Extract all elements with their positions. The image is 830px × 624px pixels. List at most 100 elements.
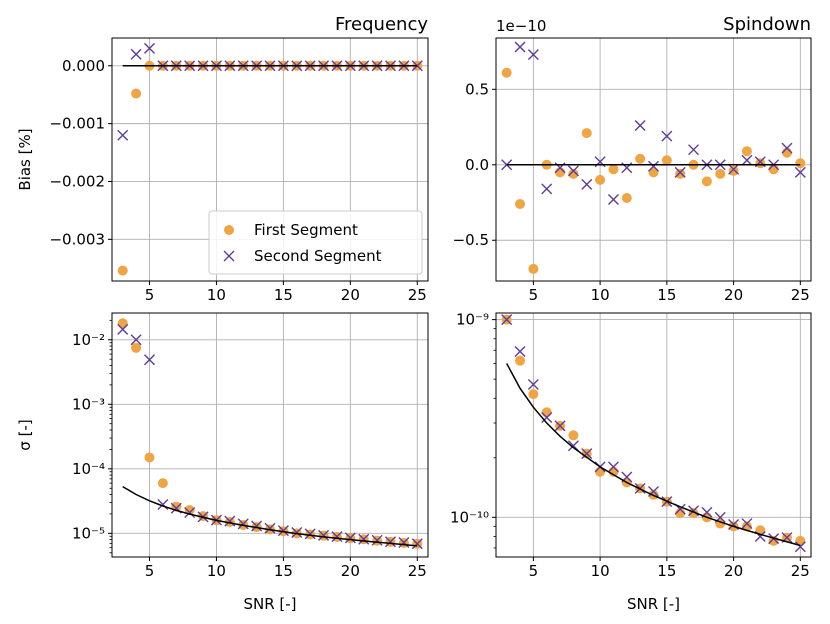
second-segment-point bbox=[527, 378, 539, 390]
x-tick-label: 10 bbox=[591, 562, 610, 580]
x-tick-label: 20 bbox=[341, 562, 360, 580]
second-segment-point bbox=[607, 461, 619, 473]
second-segment-point bbox=[117, 129, 129, 141]
first-segment-point bbox=[131, 342, 142, 353]
x-axis-label: SNR [-] bbox=[627, 595, 680, 613]
second-segment-point bbox=[358, 533, 370, 545]
first-segment-point bbox=[675, 508, 686, 519]
first-segment-point bbox=[501, 67, 512, 78]
first-segment-point bbox=[675, 168, 686, 179]
second-segment-point bbox=[143, 354, 155, 366]
y-tick-label: 0.000 bbox=[62, 57, 105, 75]
x-tick-label: 10 bbox=[207, 562, 226, 580]
second-segment-point bbox=[304, 528, 316, 540]
first-segment-point bbox=[755, 158, 766, 169]
first-segment-point bbox=[117, 265, 128, 276]
second-segment-point bbox=[224, 515, 236, 527]
first-segment-point bbox=[555, 167, 566, 178]
x-tick-label: 25 bbox=[408, 562, 427, 580]
first-segment-point bbox=[528, 389, 539, 400]
first-segment-point bbox=[755, 525, 766, 536]
first-segment-point bbox=[648, 167, 659, 178]
x-tick-label: 15 bbox=[274, 286, 293, 304]
second-segment-point bbox=[514, 41, 526, 53]
second-segment-point bbox=[581, 448, 593, 460]
second-segment-point bbox=[184, 507, 196, 519]
second-segment-point bbox=[607, 194, 619, 205]
y-tick-label: −0.003 bbox=[49, 230, 105, 248]
axes-frame bbox=[111, 312, 429, 558]
second-segment-point bbox=[554, 420, 566, 432]
legend-label: Second Segment bbox=[254, 247, 382, 265]
first-segment-point bbox=[184, 505, 195, 516]
second-segment-point bbox=[501, 159, 513, 171]
x-tick-label: 15 bbox=[657, 562, 676, 580]
first-segment-point bbox=[157, 478, 168, 489]
x-tick-label: 20 bbox=[341, 286, 360, 304]
second-segment-point bbox=[331, 531, 343, 543]
second-segment-point bbox=[648, 160, 659, 172]
y-tick-label: 10⁻² bbox=[72, 331, 105, 349]
second-segment-point bbox=[634, 120, 646, 132]
legend-marker-second bbox=[223, 250, 235, 262]
second-segment-point bbox=[741, 154, 753, 166]
y-tick-label: 10⁻⁹ bbox=[456, 311, 489, 329]
first-segment-point bbox=[541, 407, 552, 418]
first-segment-point bbox=[528, 263, 539, 274]
second-segment-point bbox=[385, 536, 397, 548]
second-segment-point bbox=[291, 527, 303, 539]
first-segment-point bbox=[515, 355, 526, 366]
first-segment-point bbox=[117, 318, 128, 329]
panel-4: 5 10 15 20 25 10⁻¹⁰ 10⁻⁹ SNR [-] bbox=[450, 311, 812, 613]
second-segment-point bbox=[648, 486, 659, 498]
y-tick-label: −0.5 bbox=[453, 231, 489, 249]
axes-frame bbox=[495, 37, 812, 282]
theory-line bbox=[506, 363, 801, 547]
y-tick-label: 10⁻³ bbox=[72, 395, 105, 413]
x-tick-label: 10 bbox=[591, 286, 610, 304]
x-tick-label: 5 bbox=[529, 286, 539, 304]
x-tick-label: 15 bbox=[274, 562, 293, 580]
first-segment-point bbox=[568, 168, 579, 179]
second-segment-point bbox=[318, 529, 330, 541]
x-tick-label: 20 bbox=[724, 562, 743, 580]
legend-box bbox=[208, 210, 423, 275]
first-segment-point bbox=[568, 430, 579, 441]
first-segment-point bbox=[768, 164, 779, 175]
second-segment-point bbox=[567, 440, 579, 452]
first-segment-point bbox=[635, 153, 646, 164]
second-segment-point bbox=[130, 334, 142, 346]
first-segment-point bbox=[741, 146, 752, 157]
y-tick-label: −0.002 bbox=[49, 172, 105, 190]
second-segment-point bbox=[143, 42, 155, 54]
second-segment-point bbox=[688, 144, 700, 156]
first-segment-point bbox=[131, 88, 142, 99]
second-segment-point bbox=[411, 538, 423, 550]
x-tick-label: 15 bbox=[657, 286, 676, 304]
first-segment-point bbox=[661, 155, 672, 166]
x-tick-label: 25 bbox=[791, 562, 810, 580]
y-tick-label: 10⁻⁵ bbox=[72, 524, 105, 542]
second-segment-point bbox=[501, 314, 513, 326]
second-segment-point bbox=[541, 183, 553, 195]
first-segment-point bbox=[781, 147, 792, 158]
y-tick-label: −0.001 bbox=[49, 115, 105, 133]
first-segment-point bbox=[515, 199, 526, 210]
second-segment-point bbox=[741, 518, 753, 530]
first-segment-point bbox=[608, 164, 619, 175]
second-segment-point bbox=[514, 345, 526, 357]
first-segment-point bbox=[621, 192, 632, 203]
first-segment-point bbox=[581, 128, 592, 139]
second-segment-point bbox=[794, 541, 806, 553]
y-tick-label: 0.0 bbox=[465, 156, 489, 174]
second-segment-point bbox=[117, 323, 129, 335]
second-segment-point bbox=[344, 532, 356, 544]
y-tick-label: 10⁻¹⁰ bbox=[450, 508, 489, 526]
first-segment-point bbox=[595, 174, 606, 185]
panel-3: 5 10 15 20 25 10⁻⁵ 10⁻⁴ 10⁻³ 10⁻² σ [-] SNR [-] bbox=[16, 312, 429, 613]
second-segment-point bbox=[264, 522, 276, 534]
second-segment-point bbox=[541, 411, 553, 423]
panel-title: Spindown bbox=[723, 14, 811, 35]
second-segment-point bbox=[398, 537, 410, 549]
legend: First Segment Second Segment bbox=[208, 210, 423, 275]
